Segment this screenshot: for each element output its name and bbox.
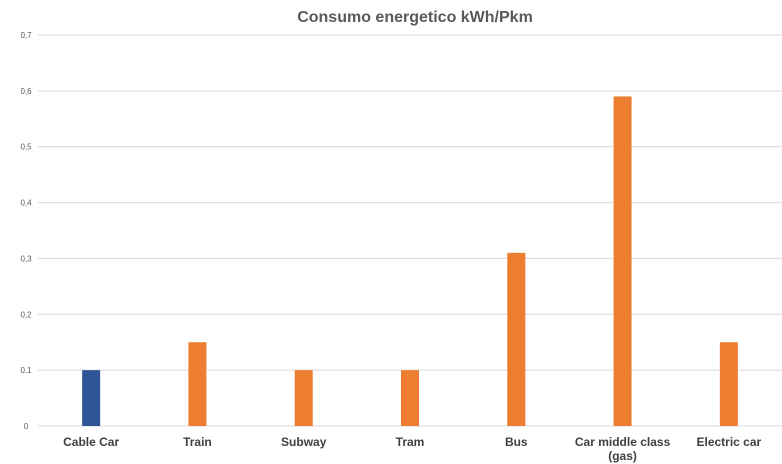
chart-title: Consumo energetico kWh/Pkm	[297, 9, 533, 26]
y-tick-label: 0,5	[20, 143, 32, 152]
x-tick-label: Car middle class (gas)	[575, 435, 671, 463]
bars	[82, 96, 738, 426]
bar-bus	[507, 252, 526, 426]
bar-cable-car	[82, 370, 101, 426]
x-tick-label: Electric car	[696, 435, 761, 449]
bar-subway	[294, 370, 313, 426]
x-axis-category-labels: Cable Car Train Subway Tram Bus Car middle cl…	[63, 435, 761, 463]
y-tick-label: 0,3	[20, 254, 32, 263]
bar-train	[188, 342, 207, 426]
x-tick-label: Tram	[396, 435, 425, 449]
bar-tram	[401, 370, 419, 426]
gridlines	[38, 34, 782, 427]
y-tick-label: 0,6	[20, 87, 32, 96]
bar-car-middle-class-gas	[613, 96, 632, 426]
y-tick-label: 0,4	[20, 199, 32, 208]
x-tick-label: Cable Car	[63, 435, 119, 449]
y-tick-label: 0,1	[20, 366, 32, 375]
x-tick-label: Bus	[505, 435, 528, 449]
y-tick-label: 0,7	[20, 31, 32, 40]
x-tick-label: Train	[183, 435, 212, 449]
y-axis-tick-labels: 0 0,1 0,2 0,3 0,4 0,5 0,6 0,7	[20, 31, 32, 431]
y-tick-label: 0	[24, 422, 29, 431]
x-tick-label: Subway	[281, 435, 327, 449]
bar-electric-car	[719, 342, 738, 426]
y-tick-label: 0,2	[20, 310, 32, 319]
